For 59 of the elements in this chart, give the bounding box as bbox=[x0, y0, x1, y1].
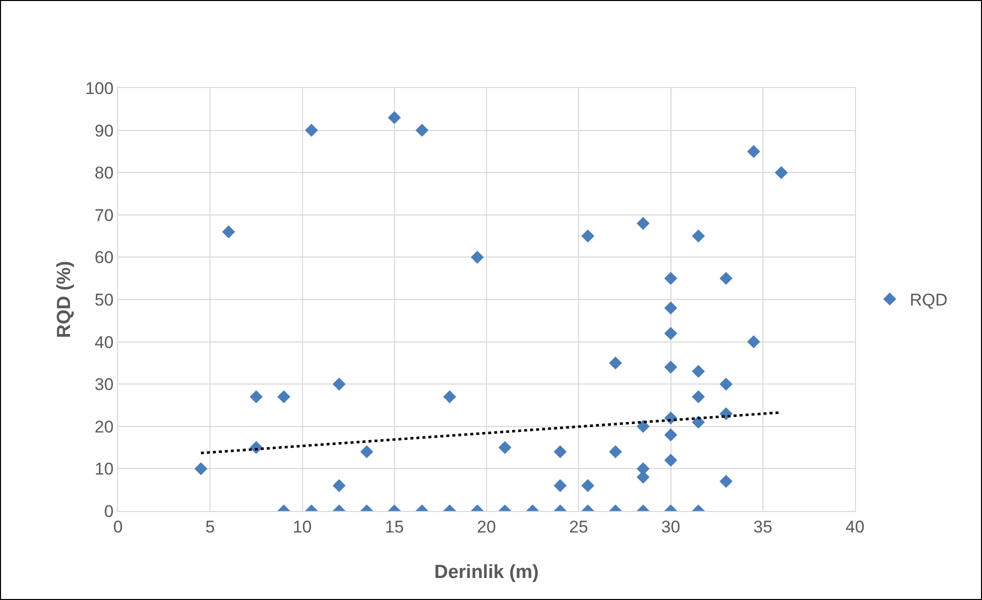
y-tick-label: 100 bbox=[85, 78, 114, 98]
point bbox=[250, 390, 263, 404]
point bbox=[332, 378, 346, 391]
point bbox=[416, 124, 429, 137]
x-tick-label: 5 bbox=[205, 517, 215, 536]
y-tick-label: 70 bbox=[94, 206, 114, 225]
point bbox=[636, 420, 650, 433]
point bbox=[720, 378, 733, 391]
point bbox=[664, 428, 678, 442]
point bbox=[194, 462, 208, 476]
point bbox=[720, 474, 733, 488]
point bbox=[692, 416, 705, 429]
x-tick-label: 15 bbox=[384, 517, 404, 536]
point bbox=[664, 301, 678, 314]
point bbox=[608, 356, 622, 370]
point bbox=[692, 230, 705, 243]
point bbox=[277, 390, 290, 404]
point bbox=[222, 225, 236, 238]
x-tick-label: 35 bbox=[753, 517, 772, 536]
x-tick-label: 40 bbox=[846, 517, 864, 536]
y-tick-label: 0 bbox=[104, 502, 114, 521]
y-tick-label: 20 bbox=[94, 417, 114, 436]
point bbox=[664, 360, 678, 374]
x-tick-label: 30 bbox=[661, 517, 680, 536]
point bbox=[581, 230, 594, 243]
point bbox=[747, 144, 760, 158]
y-tick-label: 10 bbox=[94, 460, 114, 479]
point bbox=[554, 479, 567, 492]
point bbox=[664, 326, 678, 340]
point bbox=[470, 250, 484, 264]
point bbox=[388, 111, 401, 124]
y-tick-label: 90 bbox=[94, 121, 114, 140]
x-axis-title: Derinlik (m) bbox=[434, 562, 539, 583]
legend-label: RQD bbox=[910, 290, 948, 310]
point bbox=[636, 216, 650, 230]
y-tick-label: 80 bbox=[94, 164, 114, 183]
point bbox=[720, 272, 733, 285]
x-tick-label: 25 bbox=[569, 517, 588, 536]
point bbox=[360, 445, 374, 458]
point bbox=[664, 454, 678, 467]
point bbox=[608, 445, 622, 458]
point bbox=[498, 441, 512, 454]
y-tick-label: 30 bbox=[94, 375, 114, 394]
x-tick-label: 10 bbox=[292, 517, 312, 536]
point bbox=[747, 335, 760, 348]
point bbox=[554, 445, 567, 458]
point bbox=[332, 479, 346, 492]
y-tick-label: 50 bbox=[94, 290, 114, 310]
point bbox=[664, 272, 678, 285]
point bbox=[774, 166, 788, 180]
x-tick-label: 20 bbox=[477, 517, 496, 536]
point bbox=[581, 479, 594, 492]
y-tick-label: 60 bbox=[94, 248, 114, 268]
y-axis-title: RQD (%) bbox=[54, 260, 75, 338]
point bbox=[692, 390, 705, 404]
point bbox=[692, 364, 705, 378]
point bbox=[304, 124, 318, 137]
y-tick-label: 40 bbox=[94, 332, 114, 352]
point bbox=[443, 390, 456, 404]
